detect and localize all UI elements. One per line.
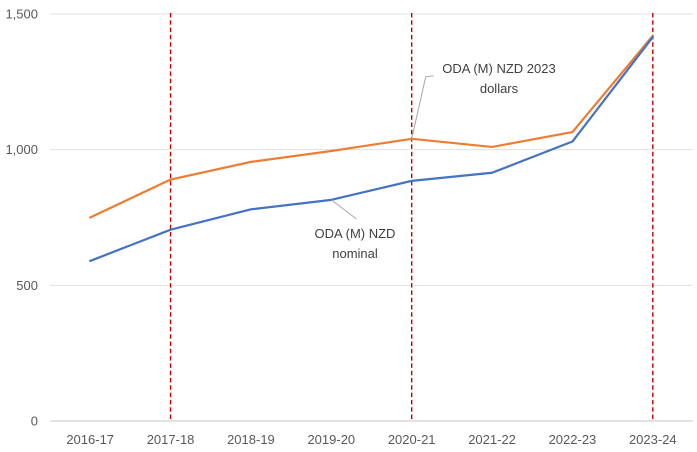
x-axis-category-label: 2019-20 <box>307 432 355 447</box>
x-axis-category-label: 2018-19 <box>227 432 275 447</box>
y-axis-tick-label: 1,000 <box>5 142 38 157</box>
y-axis-tick-label: 0 <box>31 414 38 429</box>
x-axis-category-label: 2022-23 <box>549 432 597 447</box>
x-axis-category-label: 2016-17 <box>66 432 114 447</box>
annotation-label-2023-dollars: dollars <box>480 81 519 96</box>
annotation-leader-2023-dollars <box>411 75 434 139</box>
y-axis-tick-label: 1,500 <box>5 7 38 22</box>
annotation-leader-nominal <box>331 199 357 220</box>
series-line-2023-dollars <box>89 34 654 219</box>
annotation-label-nominal: nominal <box>332 246 378 261</box>
x-axis-category-label: 2020-21 <box>388 432 436 447</box>
x-axis-category-label: 2021-22 <box>468 432 516 447</box>
y-axis-tick-label: 500 <box>16 278 38 293</box>
x-axis-category-label: 2017-18 <box>147 432 195 447</box>
series-line-nominal <box>89 35 654 263</box>
annotation-label-2023-dollars: ODA (M) NZD 2023 <box>442 61 555 76</box>
annotation-label-nominal: ODA (M) NZD <box>315 226 396 241</box>
x-axis-category-label: 2023-24 <box>629 432 677 447</box>
